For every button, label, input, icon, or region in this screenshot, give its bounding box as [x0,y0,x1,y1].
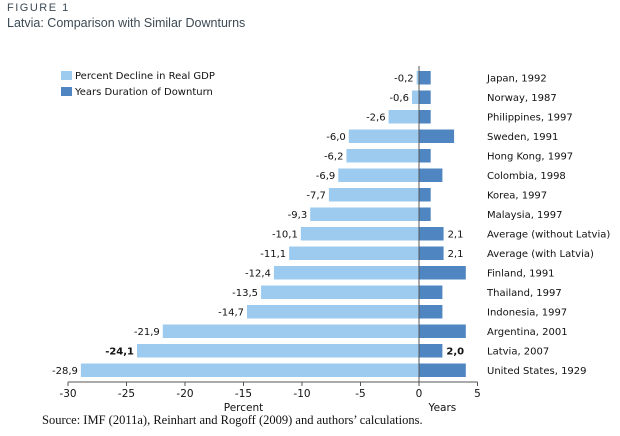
years-bar-latvia-2007 [419,344,443,358]
years-bar-hong-kong-1997 [419,149,431,163]
years-bar-malaysia-1997 [419,207,431,221]
years-bar-united-states-1929 [419,363,466,377]
years-bar-finland-1991 [419,266,466,280]
gdp-label-hong-kong-1997: -6,2 [324,151,344,162]
years-bar-philippines-1997 [419,110,431,124]
category-label-colombia-1998: Colombia, 1998 [487,171,566,182]
years-bar-indonesia-1997 [419,305,443,319]
category-label-sweden-1991: Sweden, 1991 [487,132,558,143]
category-label-united-states-1929: United States, 1929 [487,366,587,377]
years-bar-average-with-latvia [419,246,444,260]
x-tick-label: 0 [416,388,423,400]
gdp-bar-average-with-latvia [289,246,419,260]
figure-label: FIGURE 1 [7,2,70,14]
gdp-label-philippines-1997: -2,6 [366,112,386,123]
legend-swatch-gdp [61,71,72,80]
category-label-thailand-1997: Thailand, 1997 [486,288,562,299]
gdp-label-finland-1991: -12,4 [245,268,271,279]
category-label-hong-kong-1997: Hong Kong, 1997 [487,151,573,162]
gdp-bar-japan-1992 [416,71,419,85]
gdp-label-korea-1997: -7,7 [306,190,326,201]
years-bar-norway-1987 [419,90,431,104]
x-tick-label: -30 [59,388,76,400]
gdp-label-colombia-1998: -6,9 [316,171,336,182]
years-bar-argentina-2001 [419,324,466,338]
gdp-bar-colombia-1998 [338,168,419,182]
gdp-bar-latvia-2007 [137,344,419,358]
category-label-japan-1992: Japan, 1992 [486,73,547,84]
gdp-bar-indonesia-1997 [247,305,419,319]
gdp-label-thailand-1997: -13,5 [232,288,258,299]
years-bar-thailand-1997 [419,285,443,299]
years-bar-average-without-latvia [419,227,444,241]
gdp-bar-thailand-1997 [261,285,419,299]
gdp-label-japan-1992: -0,2 [394,73,414,84]
legend-swatch-years [61,87,72,96]
years-bar-japan-1992 [419,71,431,85]
gdp-bar-average-without-latvia [300,227,419,241]
category-label-average-without-latvia: Average (without Latvia) [487,229,610,240]
gdp-label-latvia-2007: -24,1 [105,346,134,357]
category-label-norway-1987: Norway, 1987 [487,93,557,104]
category-label-average-with-latvia: Average (with Latvia) [487,249,594,260]
gdp-bar-united-states-1929 [80,363,420,377]
gdp-label-argentina-2001: -21,9 [134,327,160,338]
gdp-bar-malaysia-1997 [310,207,419,221]
category-label-latvia-2007: Latvia, 2007 [487,346,549,357]
gdp-bar-finland-1991 [273,266,419,280]
source-note: Source: IMF (2011a), Reinhart and Rogoff… [42,413,423,427]
gdp-bar-norway-1987 [411,90,419,104]
category-label-philippines-1997: Philippines, 1997 [487,112,573,123]
years-label-average-with-latvia: 2,1 [448,249,464,260]
gdp-bar-argentina-2001 [162,324,419,338]
x-tick-label: -20 [176,388,193,400]
gdp-label-average-with-latvia: -11,1 [260,249,286,260]
category-label-finland-1991: Finland, 1991 [487,268,555,279]
years-bar-colombia-1998 [419,168,443,182]
x-tick-label: -5 [355,388,365,400]
category-label-korea-1997: Korea, 1997 [487,190,547,201]
gdp-label-sweden-1991: -6,0 [326,132,346,143]
x-axis-label-years: Years [428,402,457,412]
x-tick-label: 5 [474,388,481,400]
years-label-latvia-2007: 2,0 [446,346,464,357]
years-bar-sweden-1991 [419,129,455,143]
downturn-bar-chart: -0,2 Japan, 1992 -0,6 Norway, 1987 -2,6 Phili… [52,66,610,412]
x-tick-label: -10 [293,388,310,400]
years-label-average-without-latvia: 2,1 [448,229,464,240]
years-bar-korea-1997 [419,188,431,202]
x-tick-label: -15 [235,388,252,400]
x-tick-label: -25 [118,388,135,400]
gdp-bar-philippines-1997 [388,110,419,124]
gdp-label-united-states-1929: -28,9 [52,366,78,377]
gdp-bar-sweden-1991 [348,129,419,143]
gdp-bar-korea-1997 [328,188,419,202]
gdp-label-average-without-latvia: -10,1 [272,229,298,240]
category-label-argentina-2001: Argentina, 2001 [487,327,568,338]
figure-title: Latvia: Comparison with Similar Downturn… [7,16,246,30]
legend-label-years: Years Duration of Downturn [74,87,213,98]
gdp-bar-hong-kong-1997 [346,149,419,163]
category-label-indonesia-1997: Indonesia, 1997 [487,307,567,318]
gdp-label-indonesia-1997: -14,7 [218,307,244,318]
gdp-label-norway-1987: -0,6 [389,93,409,104]
gdp-label-malaysia-1997: -9,3 [288,210,308,221]
category-label-malaysia-1997: Malaysia, 1997 [487,210,563,221]
legend-label-gdp: Percent Decline in Real GDP [75,71,215,82]
x-axis-label-percent: Percent [224,402,264,412]
